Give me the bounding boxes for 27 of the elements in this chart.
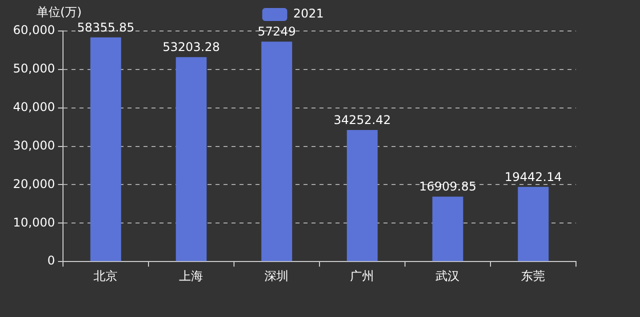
x-tick-label: 广州 [350, 268, 374, 283]
bar [261, 42, 292, 262]
bar [346, 130, 378, 262]
data-label: 57249 [258, 24, 296, 39]
bar [432, 196, 464, 262]
data-label: 53203.28 [162, 40, 220, 54]
data-label: 34252.42 [334, 113, 391, 128]
x-tick-label: 上海 [179, 268, 204, 283]
bar [176, 57, 207, 262]
data-label: 58355.85 [77, 20, 134, 34]
x-tick-label: 武汉 [436, 268, 460, 283]
y-tick-label: 50,000 [12, 62, 55, 76]
bar [90, 37, 122, 262]
bar [518, 186, 549, 262]
data-label: 16909.85 [419, 180, 476, 194]
y-tick-label: 30,000 [12, 138, 55, 152]
data-label: 19442.14 [504, 170, 562, 184]
y-axis-title: 单位(万) [36, 5, 82, 20]
y-tick-label: 20,000 [12, 176, 55, 191]
x-tick-label: 深圳 [264, 268, 289, 283]
y-tick-label: 60,000 [12, 23, 55, 38]
x-tick-label: 东莞 [521, 268, 546, 283]
y-tick-label: 10,000 [12, 215, 55, 230]
y-tick-label: 0 [47, 254, 55, 268]
y-tick-label: 40,000 [12, 100, 55, 114]
legend-label: 2021 [293, 6, 324, 21]
x-tick-label: 北京 [94, 268, 118, 283]
